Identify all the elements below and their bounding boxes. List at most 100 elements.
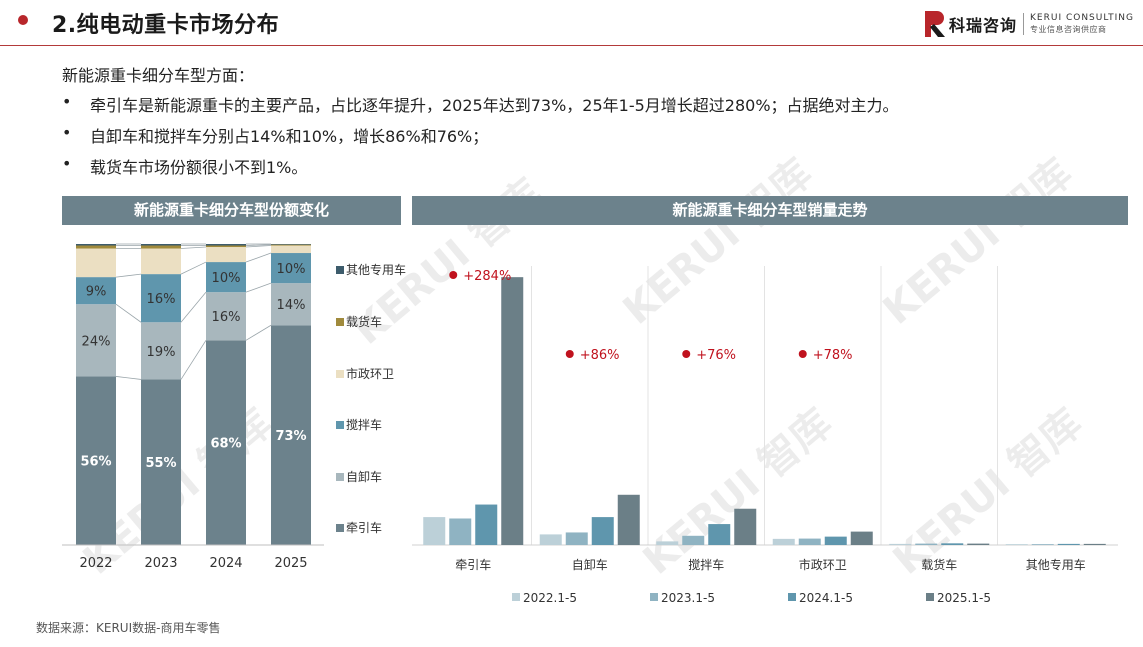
header-bar: 2.纯电动重卡市场分布 科瑞咨询 KERUI CONSULTING 专业信息咨询…: [0, 0, 1143, 46]
stacked-bar-segment: [206, 244, 246, 246]
growth-annotation: +76%: [696, 348, 736, 363]
growth-marker-dot: [682, 350, 691, 358]
x-axis-tick-label: 2022: [79, 556, 112, 571]
series-connector-line: [180, 261, 207, 275]
data-label: 55%: [145, 456, 176, 471]
legend-swatch: [336, 473, 344, 481]
legend-swatch: [336, 421, 344, 429]
sales-bar: [565, 532, 588, 545]
series-connector-line: [180, 340, 207, 380]
series-connector-line: [180, 246, 207, 249]
sales-bar: [1057, 543, 1080, 545]
growth-marker-dot: [565, 350, 574, 358]
stacked-bar-segment: [271, 244, 311, 246]
data-label: 56%: [80, 455, 111, 470]
stacked-bar-segment: [141, 379, 181, 545]
growth-annotation: +284%: [463, 269, 511, 284]
stacked-bar-segment: [271, 283, 311, 326]
legend-swatch: [788, 593, 796, 601]
data-label: 10%: [277, 262, 306, 277]
legend-label: 2025.1-5: [937, 591, 991, 605]
bullet-symbol: •: [62, 154, 72, 173]
series-connector-line: [245, 252, 272, 263]
share-stacked-bar-chart: 56% 24% 9% 2022 55% 19% 16% 2023 68% 16% 10% 2024 73…: [62, 243, 406, 571]
logo-tagline: 专业信息咨询供应商: [1030, 25, 1107, 34]
legend-swatch: [650, 593, 658, 601]
sales-bar: [798, 538, 821, 545]
sales-bar: [617, 494, 640, 545]
legend-swatch: [512, 593, 520, 601]
series-connector-line: [115, 303, 142, 323]
sales-bar: [941, 543, 964, 545]
x-axis-tick-label: 2023: [144, 556, 177, 571]
logo-divider: [1023, 13, 1025, 35]
logo-mark-icon: [925, 11, 945, 37]
bullet-item: • 牵引车是新能源重卡的主要产品，占比逐年提升，2025年达到73%，25年1-…: [62, 92, 899, 123]
sales-bar: [967, 543, 990, 545]
stacked-bar-segment: [76, 304, 116, 377]
sales-bar: [539, 534, 562, 545]
legend-label: 载货车: [346, 314, 382, 329]
sales-bar: [1005, 544, 1028, 545]
sales-bar: [772, 538, 795, 545]
series-connector-line: [245, 324, 272, 341]
sales-bar: [656, 541, 679, 545]
page-title: 2.纯电动重卡市场分布: [52, 13, 280, 38]
sales-bar: [915, 543, 938, 545]
logo-chinese-name: 科瑞咨询: [949, 16, 1018, 35]
legend-swatch: [336, 318, 344, 326]
x-axis-tick-label: 牵引车: [455, 557, 491, 572]
data-label: 16%: [147, 292, 176, 307]
legend-label: 搅拌车: [346, 417, 382, 432]
stacked-bar-segment: [76, 248, 116, 278]
series-connector-line: [245, 245, 272, 248]
stacked-bar-segment: [206, 262, 246, 293]
stacked-bar-segment: [271, 325, 311, 545]
data-label: 14%: [277, 298, 306, 313]
stacked-bar-segment: [141, 274, 181, 323]
sales-bar: [824, 536, 847, 545]
bullet-symbol: •: [62, 123, 72, 142]
stacked-bar-segment: [141, 322, 181, 380]
bullet-text: 自卸车和搅拌车分别占14%和10%，增长86%和76%；: [90, 127, 489, 146]
company-logo: 科瑞咨询 KERUI CONSULTING 专业信息咨询供应商: [925, 9, 1134, 39]
sales-bar: [682, 535, 705, 545]
sales-bar: [475, 504, 498, 545]
stacked-bar-segment: [206, 340, 246, 545]
sales-bar: [889, 543, 912, 545]
growth-marker-dot: [449, 271, 458, 279]
bullet-list: • 牵引车是新能源重卡的主要产品，占比逐年提升，2025年达到73%，25年1-…: [62, 92, 899, 185]
stacked-bar-segment: [141, 245, 181, 249]
sales-bar: [449, 518, 472, 545]
legend-label: 其他专用车: [346, 262, 406, 277]
stacked-bar-segment: [271, 244, 311, 245]
legend-swatch: [336, 266, 344, 274]
stacked-bar-segment: [206, 292, 246, 341]
series-connector-line: [245, 282, 272, 293]
bullet-text: 载货车市场份额很小不到1%。: [90, 158, 308, 177]
x-axis-tick-label: 市政环卫: [799, 557, 847, 572]
stacked-bar-segment: [271, 253, 311, 284]
x-axis-tick-label: 自卸车: [572, 557, 608, 572]
growth-annotation: +86%: [580, 348, 620, 363]
sales-bar: [1083, 543, 1106, 545]
data-label: 9%: [86, 285, 107, 300]
series-connector-line: [115, 376, 142, 380]
share-chart-title: 新能源重卡细分车型份额变化: [62, 196, 401, 225]
legend-swatch: [926, 593, 934, 601]
sales-bar: [734, 508, 757, 545]
growth-annotation: +78%: [813, 348, 853, 363]
legend-label: 2024.1-5: [799, 591, 853, 605]
stacked-bar-segment: [141, 244, 181, 246]
x-axis-tick-label: 其他专用车: [1026, 557, 1086, 572]
series-connector-line: [115, 273, 142, 278]
stacked-bar-segment: [141, 248, 181, 275]
data-label: 16%: [212, 310, 241, 325]
stacked-bar-segment: [206, 245, 246, 248]
title-bullet-dot: [18, 15, 28, 25]
stacked-bar-segment: [76, 244, 116, 246]
stacked-bar-segment: [271, 245, 311, 254]
stacked-bar-segment: [206, 247, 246, 263]
series-connector-line: [180, 291, 207, 323]
legend-label: 牵引车: [346, 520, 382, 535]
